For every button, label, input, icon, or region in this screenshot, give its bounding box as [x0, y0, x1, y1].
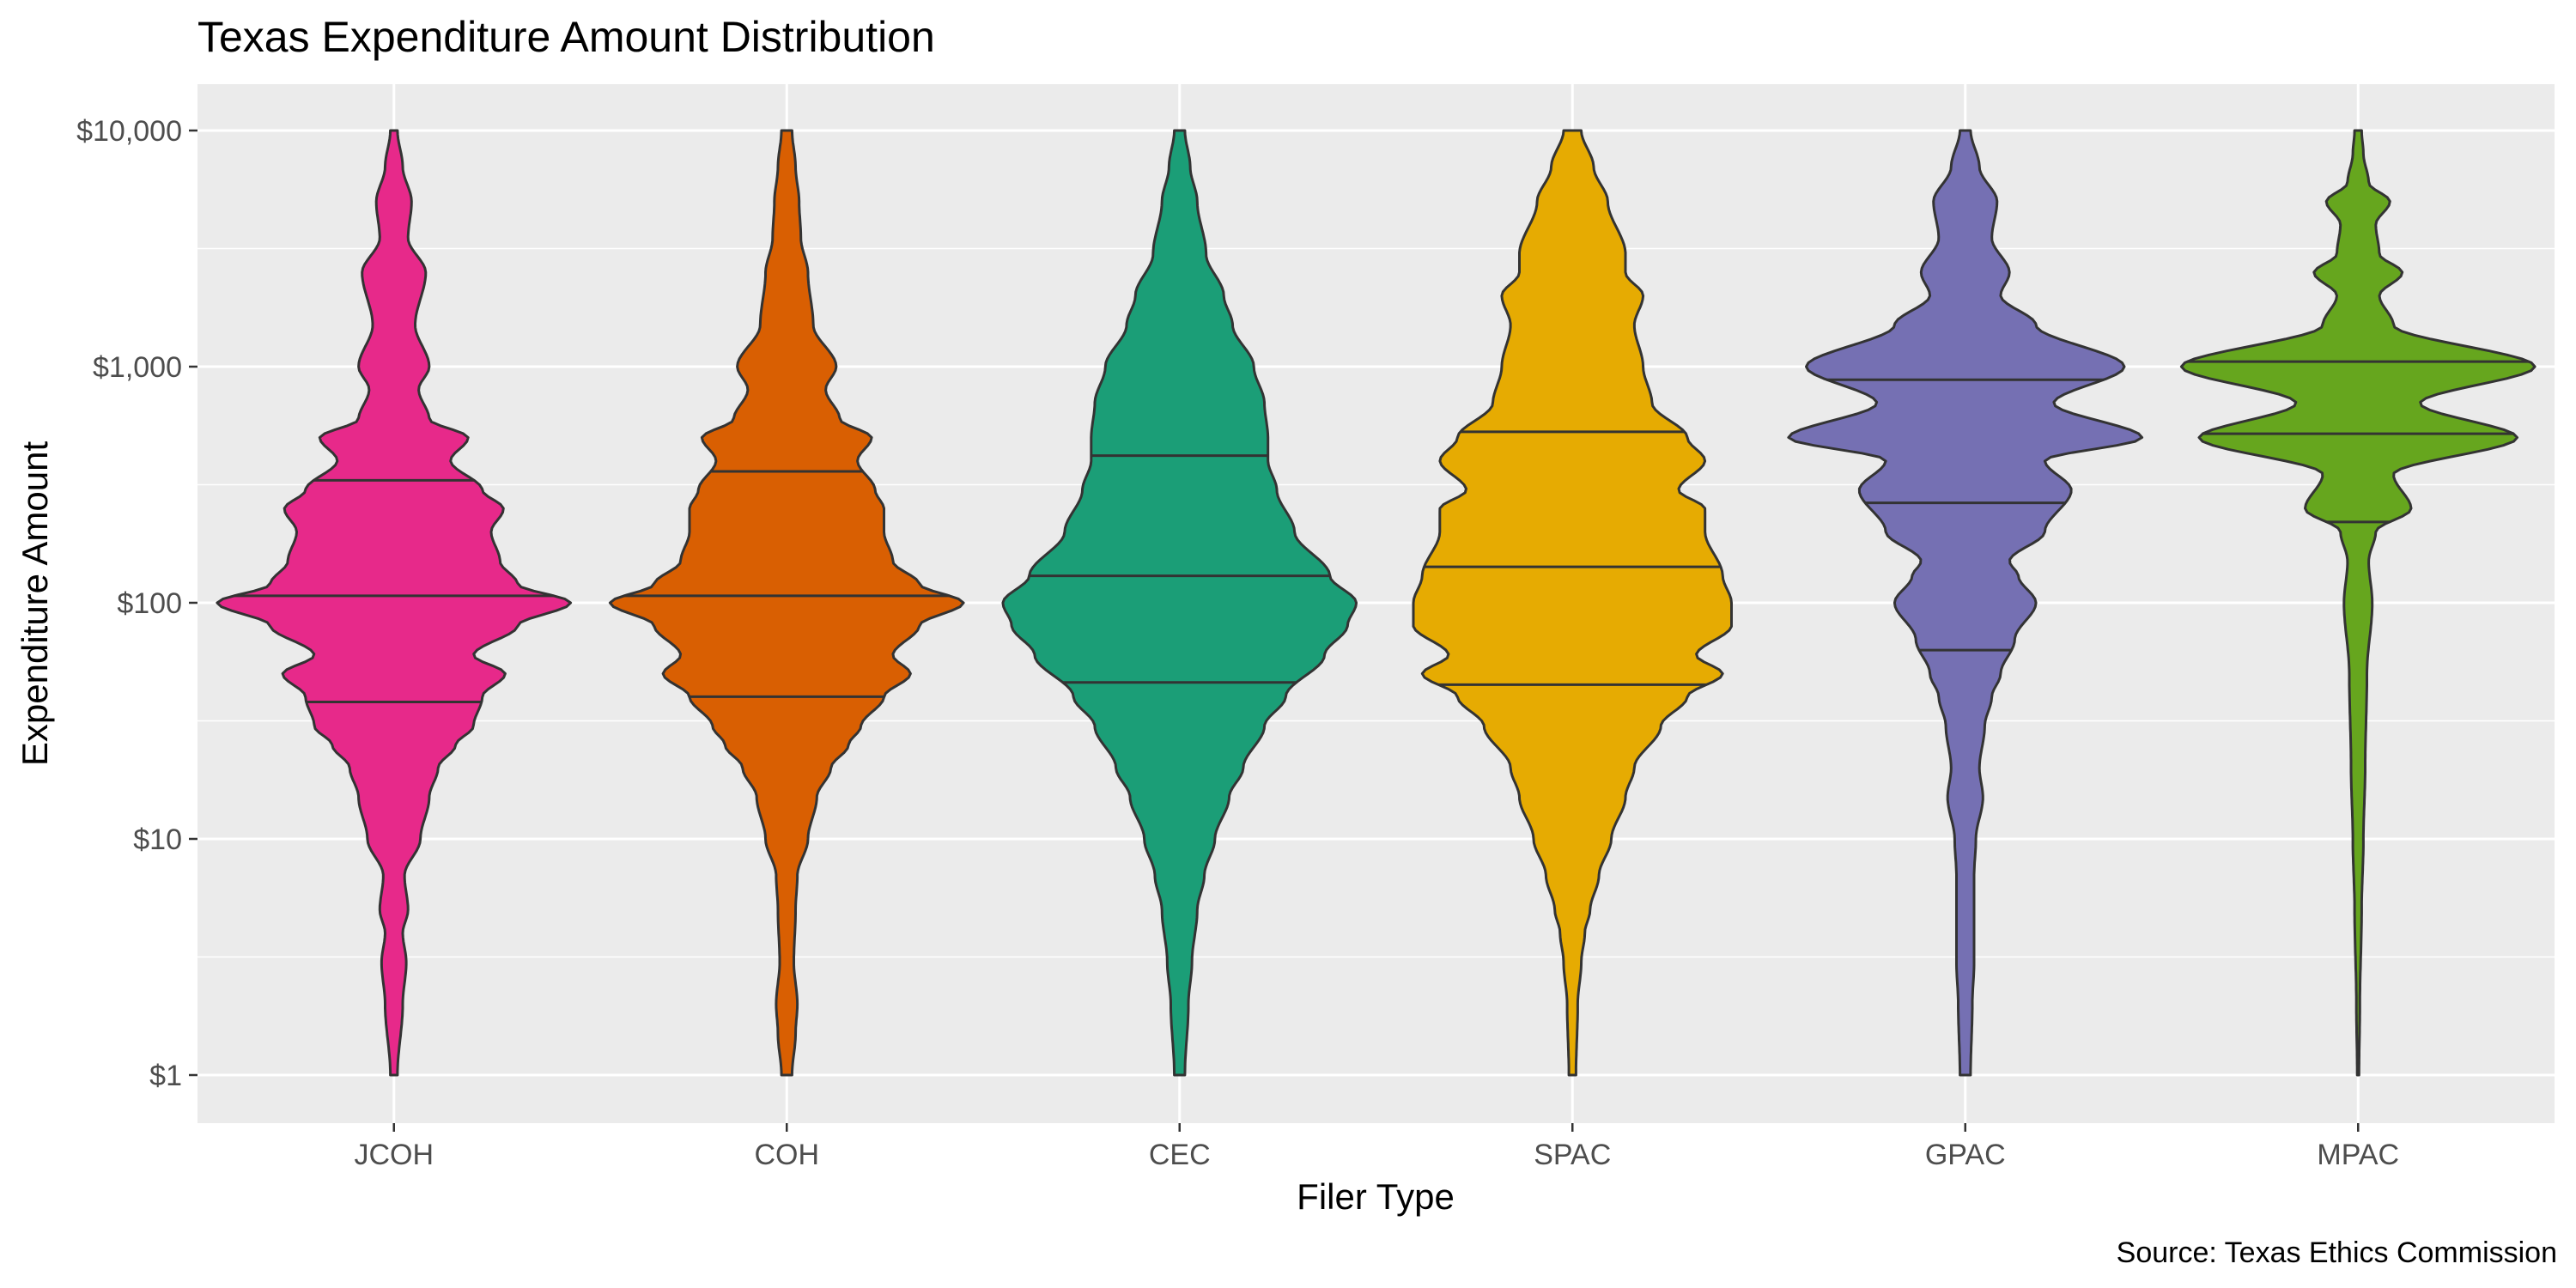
- y-tick-label: $100: [117, 587, 182, 620]
- x-tick-label: SPAC: [1534, 1139, 1611, 1171]
- violin-cec: [1001, 129, 1358, 1077]
- y-axis-title: Expenditure Amount: [15, 441, 55, 767]
- y-tick-label: $10: [133, 823, 182, 856]
- source-caption: Source: Texas Ethics Commission: [2117, 1236, 2557, 1269]
- x-axis: JCOH COH CEC SPAC GPAC MPAC: [354, 1123, 2399, 1171]
- x-tick-label: COH: [754, 1139, 819, 1171]
- violin-jcoh: [216, 129, 573, 1077]
- violins: [216, 129, 2537, 1077]
- chart-title: Texas Expenditure Amount Distribution: [197, 13, 935, 61]
- x-tick-label: CEC: [1149, 1139, 1211, 1171]
- violin-gpac: [1787, 129, 2144, 1077]
- y-tick-label: $1,000: [93, 351, 182, 384]
- x-tick-label: GPAC: [1925, 1139, 2006, 1171]
- violin-mpac: [2179, 129, 2537, 1077]
- x-axis-title: Filer Type: [1297, 1176, 1455, 1217]
- x-tick-label: MPAC: [2317, 1139, 2399, 1171]
- x-tick-label: JCOH: [354, 1139, 434, 1171]
- y-axis: $1 $10 $100 $1,000 $10,000: [76, 115, 197, 1092]
- y-tick-label: $10,000: [76, 115, 182, 148]
- y-tick-label: $1: [149, 1060, 182, 1092]
- violin-coh: [608, 129, 965, 1077]
- violin-spac: [1412, 129, 1733, 1077]
